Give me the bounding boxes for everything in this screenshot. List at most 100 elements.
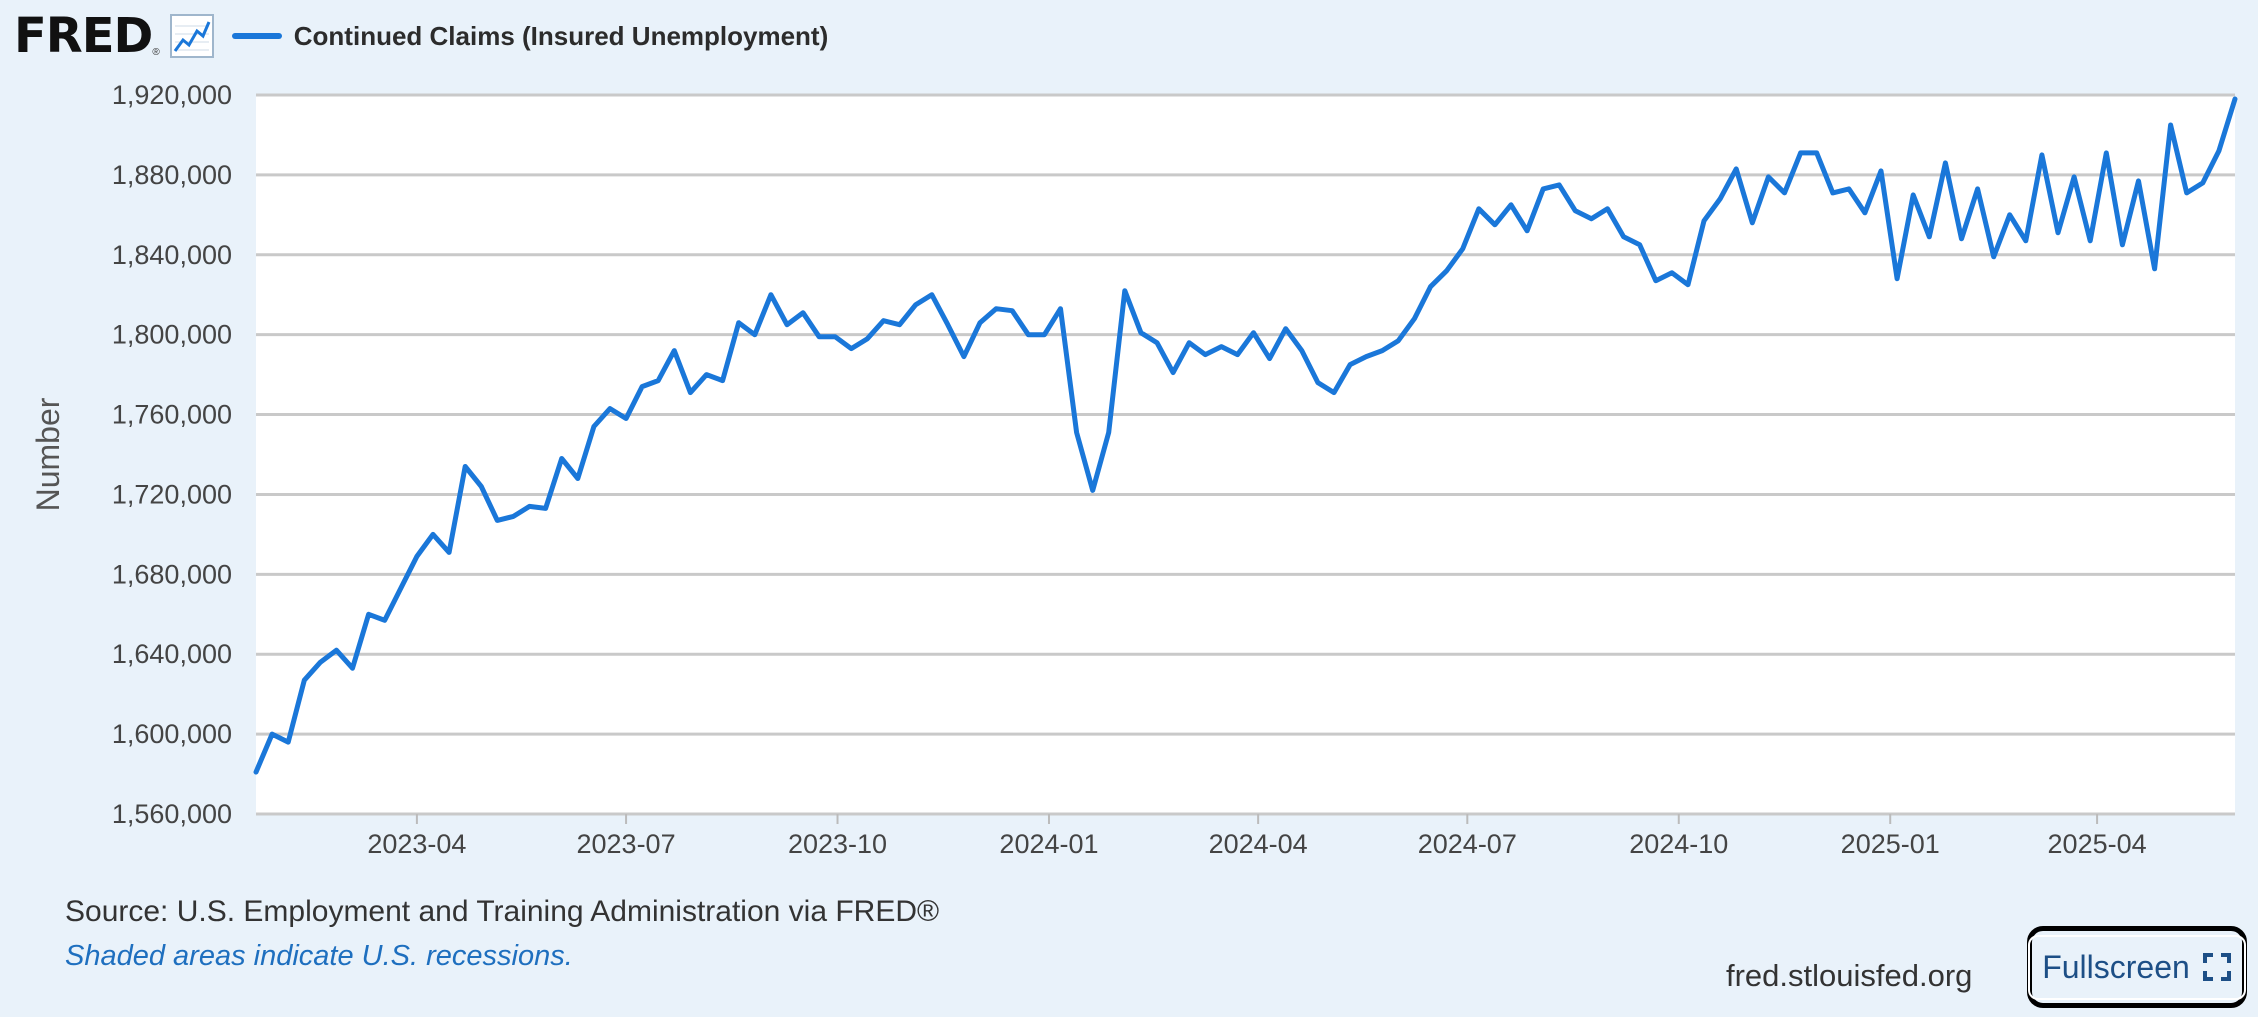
data-point[interactable] (1958, 235, 1966, 243)
data-point[interactable] (316, 658, 324, 666)
data-point[interactable] (2038, 151, 2046, 159)
data-point[interactable] (2199, 179, 2207, 187)
data-point[interactable] (1845, 185, 1853, 193)
data-point[interactable] (783, 321, 791, 329)
data-point[interactable] (1217, 343, 1225, 351)
data-point[interactable] (686, 389, 694, 397)
data-point[interactable] (1153, 339, 1161, 347)
data-point[interactable] (2135, 177, 2143, 185)
data-point[interactable] (847, 345, 855, 353)
data-point[interactable] (2167, 121, 2175, 129)
data-point[interactable] (1250, 329, 1258, 337)
data-point[interactable] (574, 475, 582, 483)
data-point[interactable] (1539, 185, 1547, 193)
data-point[interactable] (1427, 283, 1435, 291)
data-point[interactable] (1443, 267, 1451, 275)
data-point[interactable] (1523, 227, 1531, 235)
data-point[interactable] (799, 309, 807, 317)
data-point[interactable] (1587, 215, 1595, 223)
data-point[interactable] (1636, 241, 1644, 249)
data-point[interactable] (429, 530, 437, 538)
data-point[interactable] (2118, 241, 2126, 249)
data-point[interactable] (1089, 486, 1097, 494)
data-point[interactable] (1105, 429, 1113, 437)
data-point[interactable] (960, 353, 968, 361)
data-point[interactable] (1008, 307, 1016, 315)
data-point[interactable] (2070, 173, 2078, 181)
data-point[interactable] (1764, 173, 1772, 181)
data-point[interactable] (349, 664, 357, 672)
data-point[interactable] (493, 516, 501, 524)
data-point[interactable] (284, 738, 292, 746)
data-point[interactable] (332, 646, 340, 654)
data-point[interactable] (300, 676, 308, 684)
data-point[interactable] (542, 504, 550, 512)
data-point[interactable] (1813, 149, 1821, 157)
data-point[interactable] (928, 291, 936, 299)
data-point[interactable] (654, 377, 662, 385)
data-point[interactable] (1861, 209, 1869, 217)
data-point[interactable] (2231, 95, 2239, 103)
data-point[interactable] (1266, 355, 1274, 363)
data-point[interactable] (1491, 221, 1499, 229)
data-point[interactable] (735, 319, 743, 327)
data-point[interactable] (767, 291, 775, 299)
data-point[interactable] (896, 321, 904, 329)
data-point[interactable] (1073, 429, 1081, 437)
data-point[interactable] (2054, 229, 2062, 237)
data-point[interactable] (2183, 189, 2191, 197)
data-point[interactable] (1378, 347, 1386, 355)
data-point[interactable] (670, 347, 678, 355)
data-point[interactable] (1330, 389, 1338, 397)
data-point[interactable] (558, 455, 566, 463)
data-point[interactable] (1829, 189, 1837, 197)
data-point[interactable] (1925, 233, 1933, 241)
data-point[interactable] (1990, 253, 1998, 261)
data-point[interactable] (1024, 331, 1032, 339)
data-point[interactable] (1748, 219, 1756, 227)
data-point[interactable] (1797, 149, 1805, 157)
site-url[interactable]: fred.stlouisfed.org (1726, 958, 1973, 993)
data-point[interactable] (1716, 195, 1724, 203)
data-point[interactable] (1700, 217, 1708, 225)
data-point[interactable] (381, 616, 389, 624)
fullscreen-button[interactable]: Fullscreen (2027, 926, 2247, 1008)
data-point[interactable] (1604, 205, 1612, 213)
data-point[interactable] (912, 301, 920, 309)
data-point[interactable] (880, 317, 888, 325)
data-point[interactable] (1652, 277, 1660, 285)
data-point[interactable] (1298, 347, 1306, 355)
data-point[interactable] (1169, 369, 1177, 377)
data-point[interactable] (638, 383, 646, 391)
data-point[interactable] (2151, 265, 2159, 273)
data-point[interactable] (2102, 149, 2110, 157)
data-point[interactable] (815, 333, 823, 341)
data-point[interactable] (1121, 287, 1129, 295)
data-point[interactable] (252, 768, 260, 776)
data-point[interactable] (1507, 201, 1515, 209)
data-point[interactable] (1732, 165, 1740, 173)
data-point[interactable] (1185, 339, 1193, 347)
data-point[interactable] (622, 415, 630, 423)
data-point[interactable] (831, 333, 839, 341)
data-point[interactable] (1620, 233, 1628, 241)
data-point[interactable] (397, 584, 405, 592)
data-point[interactable] (268, 730, 276, 738)
data-point[interactable] (1234, 351, 1242, 359)
data-point[interactable] (1781, 189, 1789, 197)
data-point[interactable] (1668, 269, 1676, 277)
data-point[interactable] (606, 405, 614, 413)
data-point[interactable] (976, 319, 984, 327)
data-point[interactable] (590, 423, 598, 431)
data-point[interactable] (1057, 305, 1065, 313)
data-point[interactable] (445, 548, 453, 556)
data-point[interactable] (1475, 205, 1483, 213)
data-point[interactable] (1555, 181, 1563, 189)
data-point[interactable] (863, 335, 871, 343)
data-point[interactable] (1362, 353, 1370, 361)
data-point[interactable] (1941, 159, 1949, 167)
data-point[interactable] (1974, 185, 1982, 193)
data-point[interactable] (1893, 275, 1901, 283)
data-point[interactable] (477, 483, 485, 491)
data-point[interactable] (1040, 331, 1048, 339)
